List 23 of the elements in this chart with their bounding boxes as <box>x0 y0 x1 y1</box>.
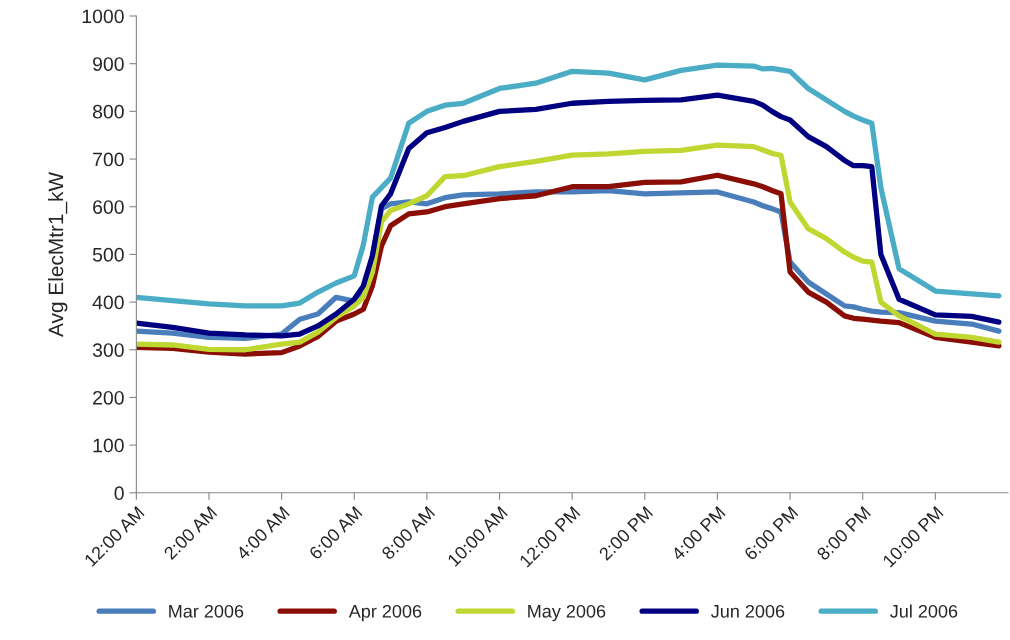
y-tick-label: 500 <box>92 247 124 262</box>
x-tick-label: 8:00 AM <box>380 505 436 561</box>
x-tick-label: 8:00 PM <box>816 505 872 561</box>
legend-label: Jun 2006 <box>711 604 785 618</box>
y-tick-label: 1000 <box>82 9 124 24</box>
y-axis-title: Avg ElecMtr1_kW <box>47 171 68 337</box>
x-tick-label: 4:00 PM <box>670 505 726 562</box>
legend-label: Apr 2006 <box>348 604 422 622</box>
y-tick-label: 100 <box>93 438 124 453</box>
y-tick-label: 300 <box>92 343 124 357</box>
y-tick-label: 200 <box>93 390 124 405</box>
y-tick-label: 800 <box>92 104 124 119</box>
x-tick-label: 6:00 AM <box>308 505 363 561</box>
x-tick-label: 6:00 PM <box>743 505 799 561</box>
y-tick-label: 400 <box>92 295 124 310</box>
legend-label: Jul 2006 <box>890 604 958 618</box>
y-tick-label: 600 <box>93 200 124 214</box>
x-tick-label: 4:00 AM <box>235 505 290 561</box>
y-tick-label: 0 <box>114 486 124 501</box>
legend-label: May 2006 <box>528 604 606 622</box>
legend-label: Mar 2006 <box>169 604 244 618</box>
y-tick-label: 900 <box>93 57 124 71</box>
y-tick-label: 700 <box>93 152 124 167</box>
